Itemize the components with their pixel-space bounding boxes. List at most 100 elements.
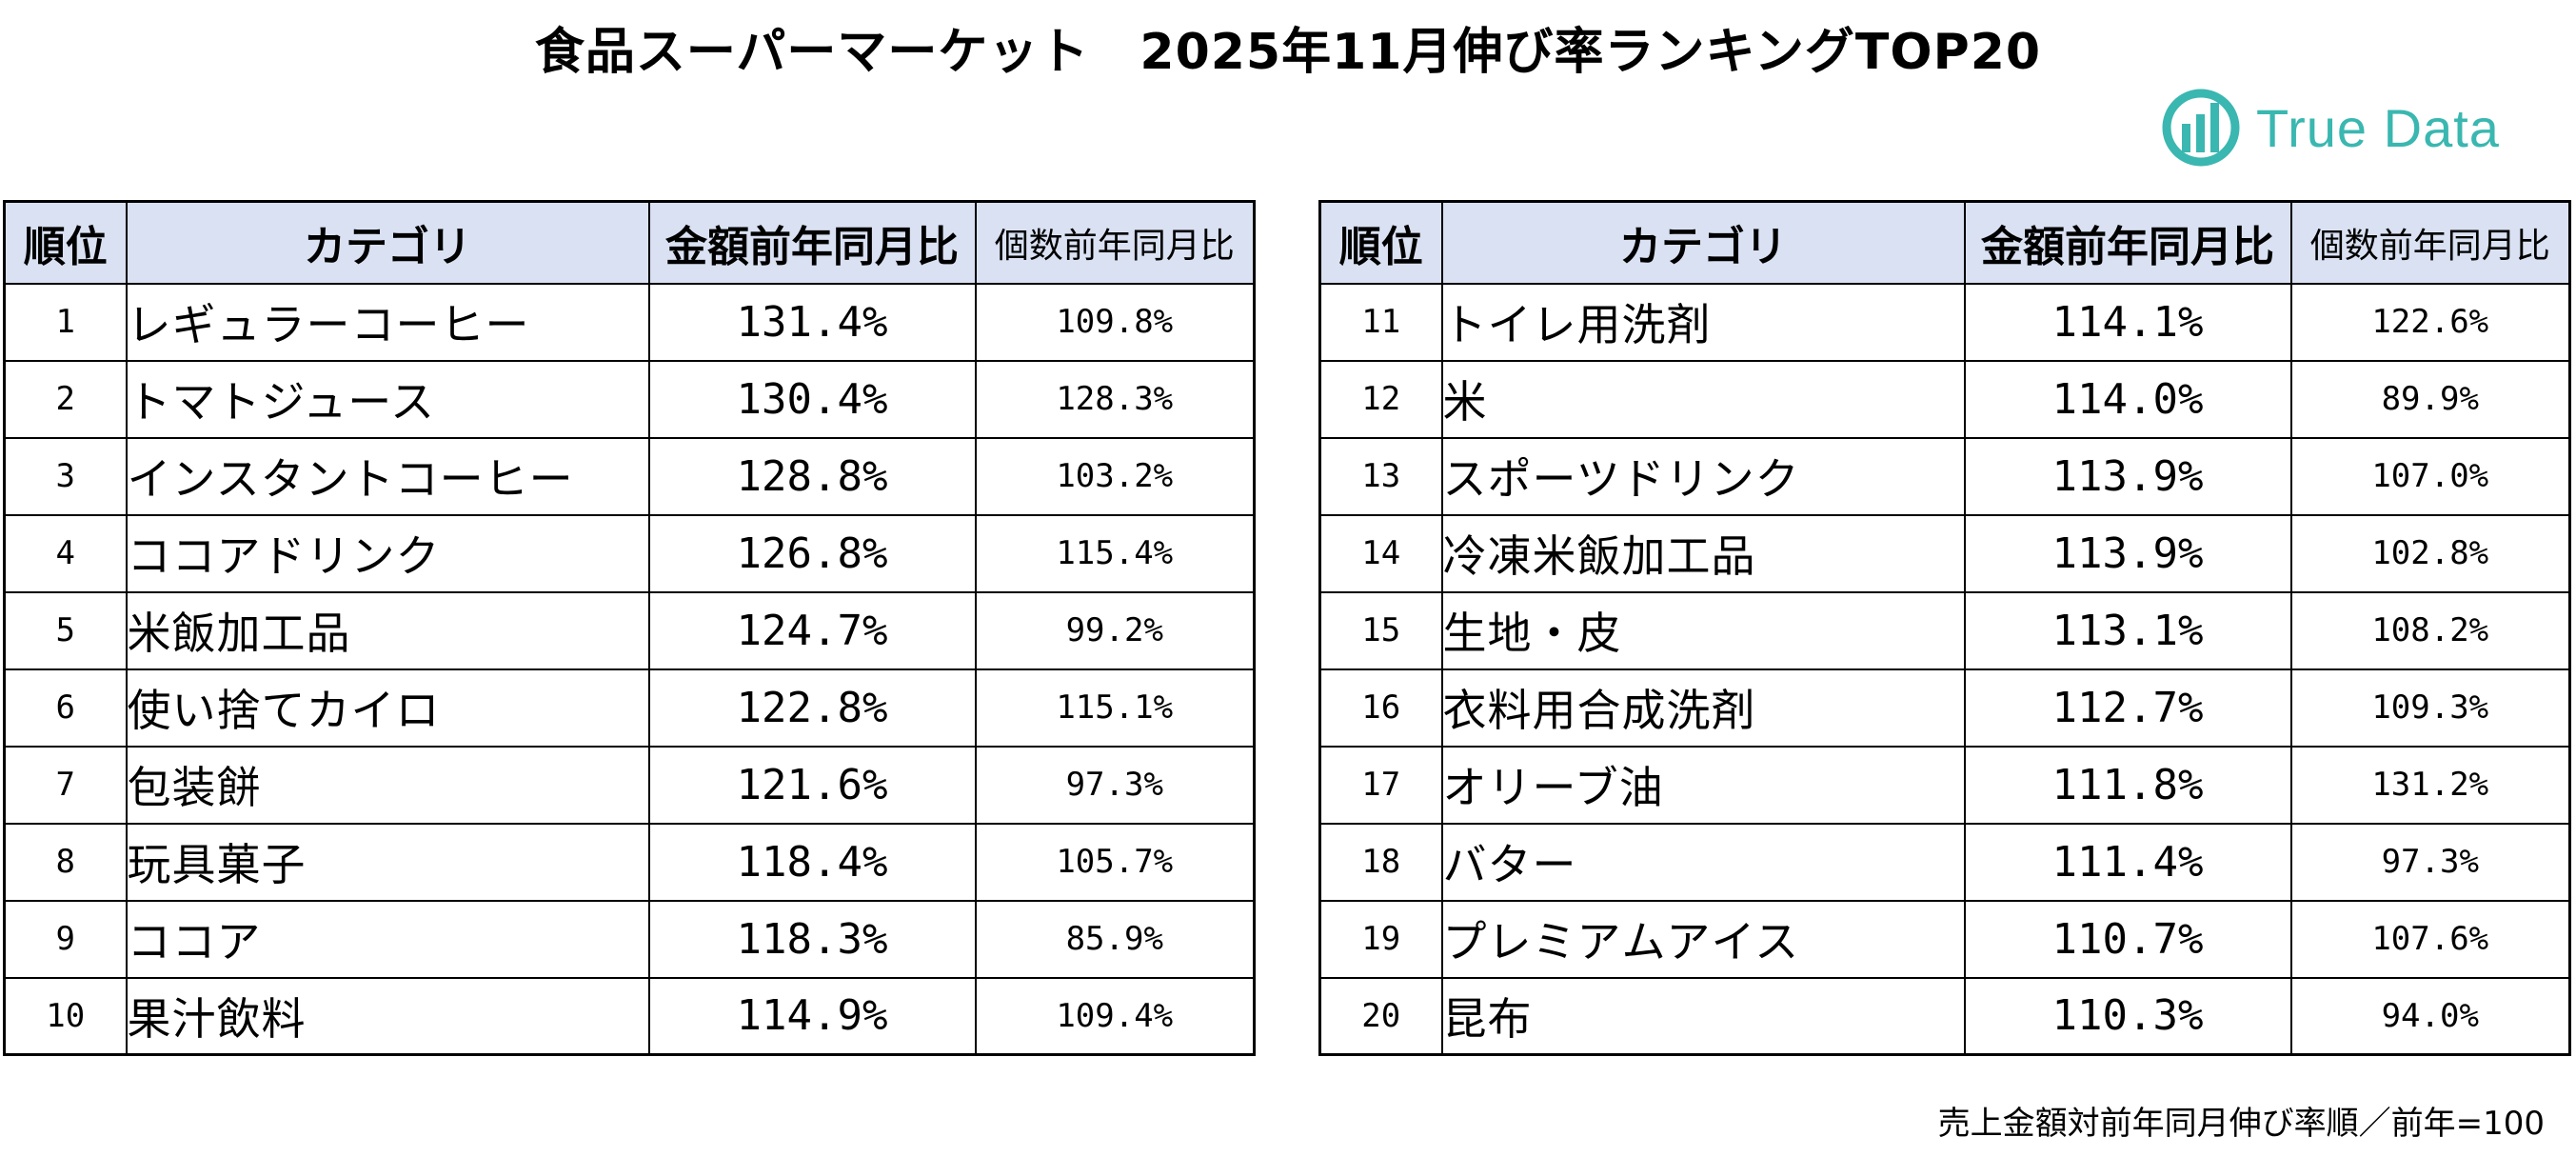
count-yoy-cell: 109.8% — [974, 282, 1256, 362]
header-category: カテゴリ — [125, 200, 650, 285]
table-row: 13 スポーツドリンク 113.9% 107.0% — [1318, 436, 2571, 516]
count-yoy-cell: 85.9% — [974, 899, 1256, 979]
count-yoy-cell: 99.2% — [974, 590, 1256, 670]
amount-yoy-cell: 121.6% — [647, 745, 977, 825]
category-cell: 玩具菓子 — [125, 822, 650, 902]
ranking-body-left: 1 レギュラーコーヒー 131.4% 109.8% 2 トマトジュース 130.4% 128.… — [3, 282, 1256, 1056]
header-amount-yoy: 金額前年同月比 — [1963, 200, 2292, 285]
count-yoy-cell: 122.6% — [2289, 282, 2571, 362]
table-header-row: 順位 カテゴリ 金額前年同月比 個数前年同月比 — [3, 200, 1256, 285]
count-yoy-cell: 94.0% — [2289, 976, 2571, 1056]
rank-cell: 10 — [3, 976, 128, 1056]
rank-cell: 19 — [1318, 899, 1443, 979]
amount-yoy-cell: 131.4% — [647, 282, 977, 362]
table-row: 9 ココア 118.3% 85.9% — [3, 899, 1256, 979]
amount-yoy-cell: 126.8% — [647, 513, 977, 593]
table-header-row: 順位 カテゴリ 金額前年同月比 個数前年同月比 — [1318, 200, 2571, 285]
amount-yoy-cell: 122.8% — [647, 668, 977, 748]
header-rank: 順位 — [3, 200, 128, 285]
category-cell: トマトジュース — [125, 359, 650, 439]
rank-cell: 2 — [3, 359, 128, 439]
ranking-table-right: 順位 カテゴリ 金額前年同月比 個数前年同月比 11 トイレ用洗剤 114.1% 12… — [1318, 200, 2571, 1056]
table-row: 10 果汁飲料 114.9% 109.4% — [3, 976, 1256, 1056]
table-row: 2 トマトジュース 130.4% 128.3% — [3, 359, 1256, 439]
rank-cell: 18 — [1318, 822, 1443, 902]
amount-yoy-cell: 111.8% — [1963, 745, 2292, 825]
amount-yoy-cell: 114.0% — [1963, 359, 2292, 439]
table-row: 7 包装餅 121.6% 97.3% — [3, 745, 1256, 825]
table-row: 4 ココアドリンク 126.8% 115.4% — [3, 513, 1256, 593]
table-row: 6 使い捨てカイロ 122.8% 115.1% — [3, 668, 1256, 748]
table-row: 16 衣料用合成洗剤 112.7% 109.3% — [1318, 668, 2571, 748]
table-row: 19 プレミアムアイス 110.7% 107.6% — [1318, 899, 2571, 979]
amount-yoy-cell: 114.1% — [1963, 282, 2292, 362]
category-cell: インスタントコーヒー — [125, 436, 650, 516]
true-data-logo: True Data — [2159, 80, 2500, 175]
rank-cell: 3 — [3, 436, 128, 516]
amount-yoy-cell: 118.4% — [647, 822, 977, 902]
rank-cell: 4 — [3, 513, 128, 593]
amount-yoy-cell: 130.4% — [647, 359, 977, 439]
table-row: 15 生地・皮 113.1% 108.2% — [1318, 590, 2571, 670]
table-row: 3 インスタントコーヒー 128.8% 103.2% — [3, 436, 1256, 516]
count-yoy-cell: 115.4% — [974, 513, 1256, 593]
ranking-table-left: 順位 カテゴリ 金額前年同月比 個数前年同月比 1 レギュラーコーヒー 131.4%… — [3, 200, 1256, 1056]
amount-yoy-cell: 113.1% — [1963, 590, 2292, 670]
category-cell: 果汁飲料 — [125, 976, 650, 1056]
rank-cell: 8 — [3, 822, 128, 902]
count-yoy-cell: 107.0% — [2289, 436, 2571, 516]
category-cell: 米 — [1440, 359, 1966, 439]
count-yoy-cell: 105.7% — [974, 822, 1256, 902]
header-count-yoy: 個数前年同月比 — [974, 200, 1256, 285]
count-yoy-cell: 128.3% — [974, 359, 1256, 439]
amount-yoy-cell: 128.8% — [647, 436, 977, 516]
count-yoy-cell: 109.3% — [2289, 668, 2571, 748]
category-cell: ココアドリンク — [125, 513, 650, 593]
amount-yoy-cell: 113.9% — [1963, 513, 2292, 593]
table-row: 12 米 114.0% 89.9% — [1318, 359, 2571, 439]
true-data-logo-icon — [2162, 89, 2240, 167]
category-cell: 使い捨てカイロ — [125, 668, 650, 748]
rank-cell: 12 — [1318, 359, 1443, 439]
rank-cell: 7 — [3, 745, 128, 825]
table-row: 1 レギュラーコーヒー 131.4% 109.8% — [3, 282, 1256, 362]
rank-cell: 20 — [1318, 976, 1443, 1056]
count-yoy-cell: 108.2% — [2289, 590, 2571, 670]
count-yoy-cell: 109.4% — [974, 976, 1256, 1056]
rank-cell: 17 — [1318, 745, 1443, 825]
category-cell: プレミアムアイス — [1440, 899, 1966, 979]
rank-cell: 6 — [3, 668, 128, 748]
table-row: 14 冷凍米飯加工品 113.9% 102.8% — [1318, 513, 2571, 593]
amount-yoy-cell: 110.3% — [1963, 976, 2292, 1056]
category-cell: 生地・皮 — [1440, 590, 1966, 670]
rank-cell: 16 — [1318, 668, 1443, 748]
category-cell: 冷凍米飯加工品 — [1440, 513, 1966, 593]
rank-cell: 1 — [3, 282, 128, 362]
amount-yoy-cell: 110.7% — [1963, 899, 2292, 979]
category-cell: 昆布 — [1440, 976, 1966, 1056]
category-cell: レギュラーコーヒー — [125, 282, 650, 362]
count-yoy-cell: 107.6% — [2289, 899, 2571, 979]
amount-yoy-cell: 111.4% — [1963, 822, 2292, 902]
table-row: 20 昆布 110.3% 94.0% — [1318, 976, 2571, 1056]
logo-text: True Data — [2256, 97, 2500, 158]
table-row: 18 バター 111.4% 97.3% — [1318, 822, 2571, 902]
table-row: 5 米飯加工品 124.7% 99.2% — [3, 590, 1256, 670]
count-yoy-cell: 97.3% — [2289, 822, 2571, 902]
page-title: 食品スーパーマーケット 2025年11月伸び率ランキングTOP20 — [534, 24, 2042, 81]
amount-yoy-cell: 112.7% — [1963, 668, 2292, 748]
header-amount-yoy: 金額前年同月比 — [647, 200, 977, 285]
count-yoy-cell: 115.1% — [974, 668, 1256, 748]
table-row: 17 オリーブ油 111.8% 131.2% — [1318, 745, 2571, 825]
amount-yoy-cell: 124.7% — [647, 590, 977, 670]
ranking-body-right: 11 トイレ用洗剤 114.1% 122.6% 12 米 114.0% 89.9% 13 スポーツ… — [1318, 282, 2571, 1056]
header-count-yoy: 個数前年同月比 — [2289, 200, 2571, 285]
category-cell: オリーブ油 — [1440, 745, 1966, 825]
rank-cell: 14 — [1318, 513, 1443, 593]
count-yoy-cell: 102.8% — [2289, 513, 2571, 593]
footnote: 売上金額対前年同月伸び率順／前年=100 — [1937, 1105, 2545, 1143]
rank-cell: 5 — [3, 590, 128, 670]
rank-cell: 9 — [3, 899, 128, 979]
amount-yoy-cell: 114.9% — [647, 976, 977, 1056]
table-row: 8 玩具菓子 118.4% 105.7% — [3, 822, 1256, 902]
